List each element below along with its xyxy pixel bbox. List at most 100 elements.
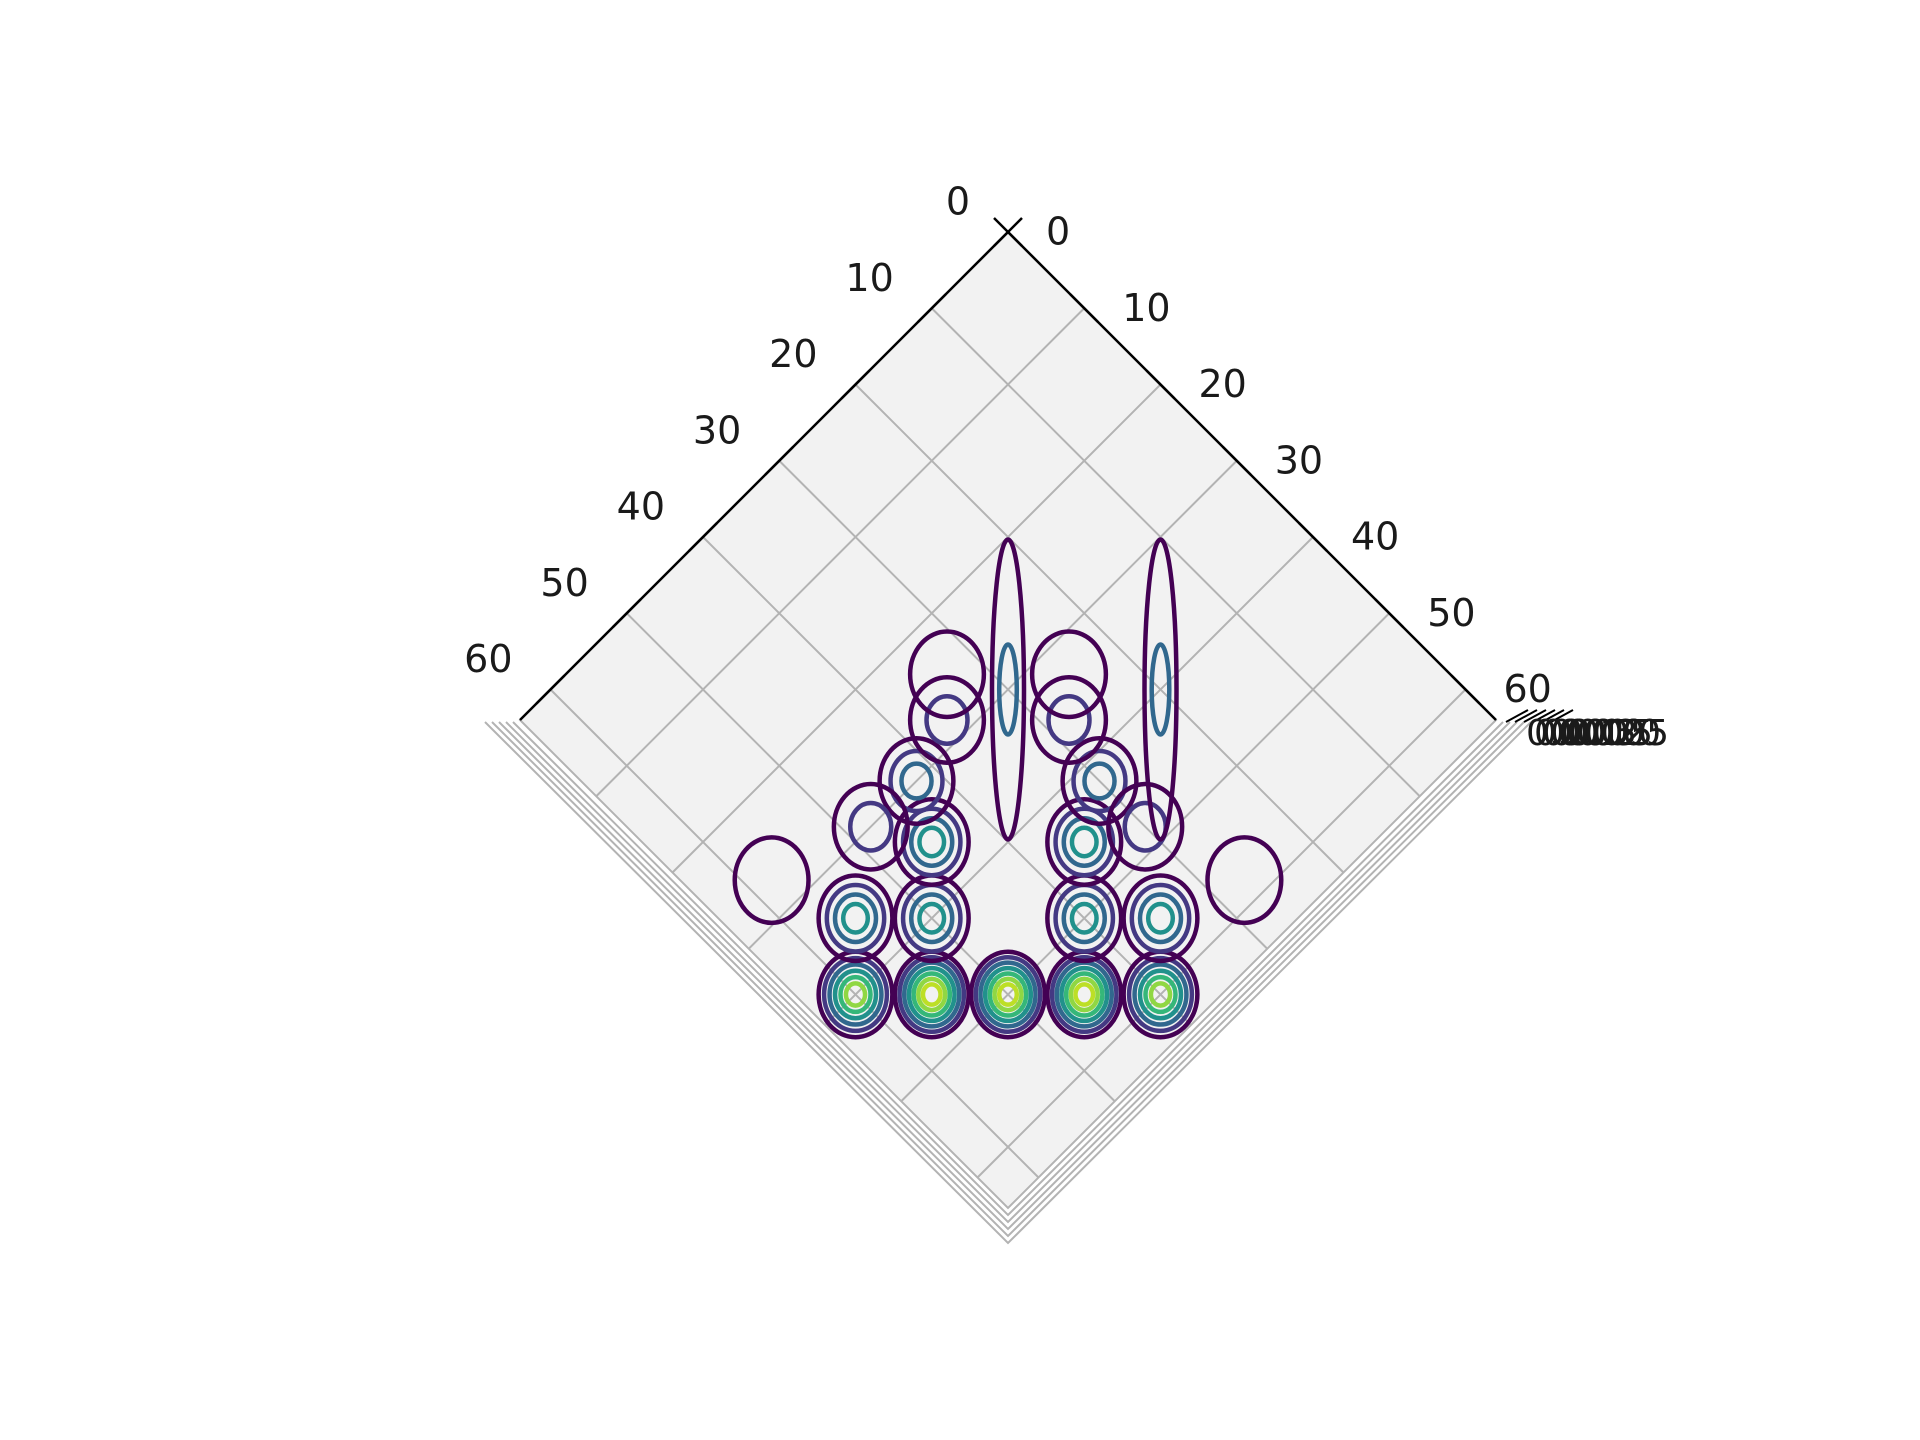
pane-edge-layer: [491, 721, 1525, 1238]
y-tick: [993, 217, 1023, 247]
x-tick-label: 40: [1351, 515, 1399, 559]
contour-line: [1145, 901, 1176, 935]
y-tick-label: 0: [946, 180, 970, 224]
contour-line: [840, 901, 871, 935]
contour-line: [1060, 736, 1139, 826]
contour-line: [917, 901, 947, 935]
contour-lines: [732, 537, 1284, 1040]
contour-band-inner: [1149, 642, 1172, 737]
contour-line: [843, 981, 868, 1008]
contour-line: [1137, 968, 1184, 1021]
contour-line: [1059, 965, 1110, 1024]
grid-line-y: [854, 383, 1345, 874]
y-tick-label: 30: [693, 408, 741, 452]
contour-band: [989, 537, 1027, 842]
z-tick-label: 0.015: [1550, 713, 1653, 754]
grid-line-x: [824, 536, 1314, 1026]
contour-line: [1143, 974, 1178, 1015]
z-tick-label: 0.020: [1558, 713, 1661, 754]
contour-line: [1148, 981, 1173, 1008]
contour-line: [906, 965, 957, 1024]
contour-line: [907, 629, 987, 720]
contour-line: [888, 748, 945, 814]
contour-line: [1046, 694, 1092, 746]
x-tick: [1374, 598, 1405, 629]
z-tick: [1523, 709, 1547, 723]
y-tick-label: 20: [769, 332, 817, 376]
contour-line: [897, 954, 967, 1035]
contour-line: [968, 949, 1048, 1040]
z-tick-label: 0.010: [1542, 713, 1645, 754]
contour-line: [920, 982, 943, 1007]
contour-line: [1205, 835, 1284, 926]
contour-line: [1029, 675, 1109, 765]
contour-line: [831, 781, 910, 872]
x-tick-label: 50: [1427, 591, 1475, 635]
x-tick: [1069, 293, 1100, 324]
x-tick: [1221, 445, 1252, 476]
contour-line: [827, 962, 884, 1027]
y-tick: [916, 293, 947, 324]
grid-line-y: [549, 688, 1040, 1179]
contour-line: [973, 954, 1043, 1035]
grid-line-x: [976, 688, 1467, 1179]
contour-band-inner: [996, 642, 1020, 737]
x-tick-label: 0: [1046, 210, 1070, 254]
z-tick: [1541, 709, 1565, 723]
contour-line: [1029, 629, 1109, 720]
contour-line: [1129, 882, 1192, 954]
pane-face: [518, 230, 1498, 1210]
contour-line: [877, 736, 956, 826]
contour-line: [924, 694, 970, 746]
contour-line: [1069, 825, 1099, 859]
contour-line: [899, 761, 934, 801]
x-tick-label: 30: [1275, 438, 1323, 482]
x-tick: [1450, 674, 1481, 705]
x-tick: [1145, 369, 1176, 400]
contour-line: [1045, 797, 1124, 887]
x-tick-label: 20: [1199, 362, 1247, 406]
x-tick-label: 60: [1504, 667, 1552, 711]
y-tick-label: 40: [617, 485, 665, 529]
y-tick: [840, 369, 871, 400]
contour-line: [907, 675, 987, 765]
contour-line: [816, 873, 895, 964]
contour-line: [1137, 892, 1184, 945]
contour-line: [978, 960, 1038, 1029]
axes: [519, 217, 1574, 723]
z-tick: [1532, 709, 1556, 723]
pane-edge-layer: [498, 721, 1518, 1231]
contour-line: [732, 835, 811, 926]
contour-line: [838, 974, 873, 1015]
x-tick: [1298, 522, 1328, 552]
z-tick-label: 0.005: [1534, 713, 1637, 754]
contour-line: [1132, 962, 1189, 1027]
y-tick: [535, 674, 566, 705]
y-tick: [688, 522, 718, 552]
contour-line: [996, 982, 1020, 1007]
z-tick: [1505, 709, 1529, 723]
z-tick-label: 0.025: [1566, 713, 1669, 754]
y-tick-label: 50: [540, 561, 588, 605]
contour-line: [821, 955, 890, 1034]
y-tick: [611, 598, 642, 629]
grid-line-y: [931, 307, 1421, 797]
grid-line-x: [595, 307, 1085, 797]
contour-line: [824, 882, 887, 954]
y-tick: [764, 445, 795, 476]
contour-line: [917, 825, 947, 859]
contour-line: [1063, 971, 1105, 1018]
contour-line: [1049, 954, 1119, 1035]
pane-edge-layer: [484, 721, 1532, 1245]
contour-band: [1142, 537, 1179, 842]
contour-line: [832, 968, 879, 1021]
contour-line: [916, 976, 948, 1013]
contour-line: [1073, 982, 1096, 1007]
pane-edge-layer: [505, 721, 1511, 1224]
contour-line: [1121, 873, 1200, 964]
contour-line: [848, 800, 894, 853]
contour-line: [911, 971, 953, 1018]
contour-line: [1061, 892, 1107, 945]
contour-line: [1071, 748, 1128, 814]
